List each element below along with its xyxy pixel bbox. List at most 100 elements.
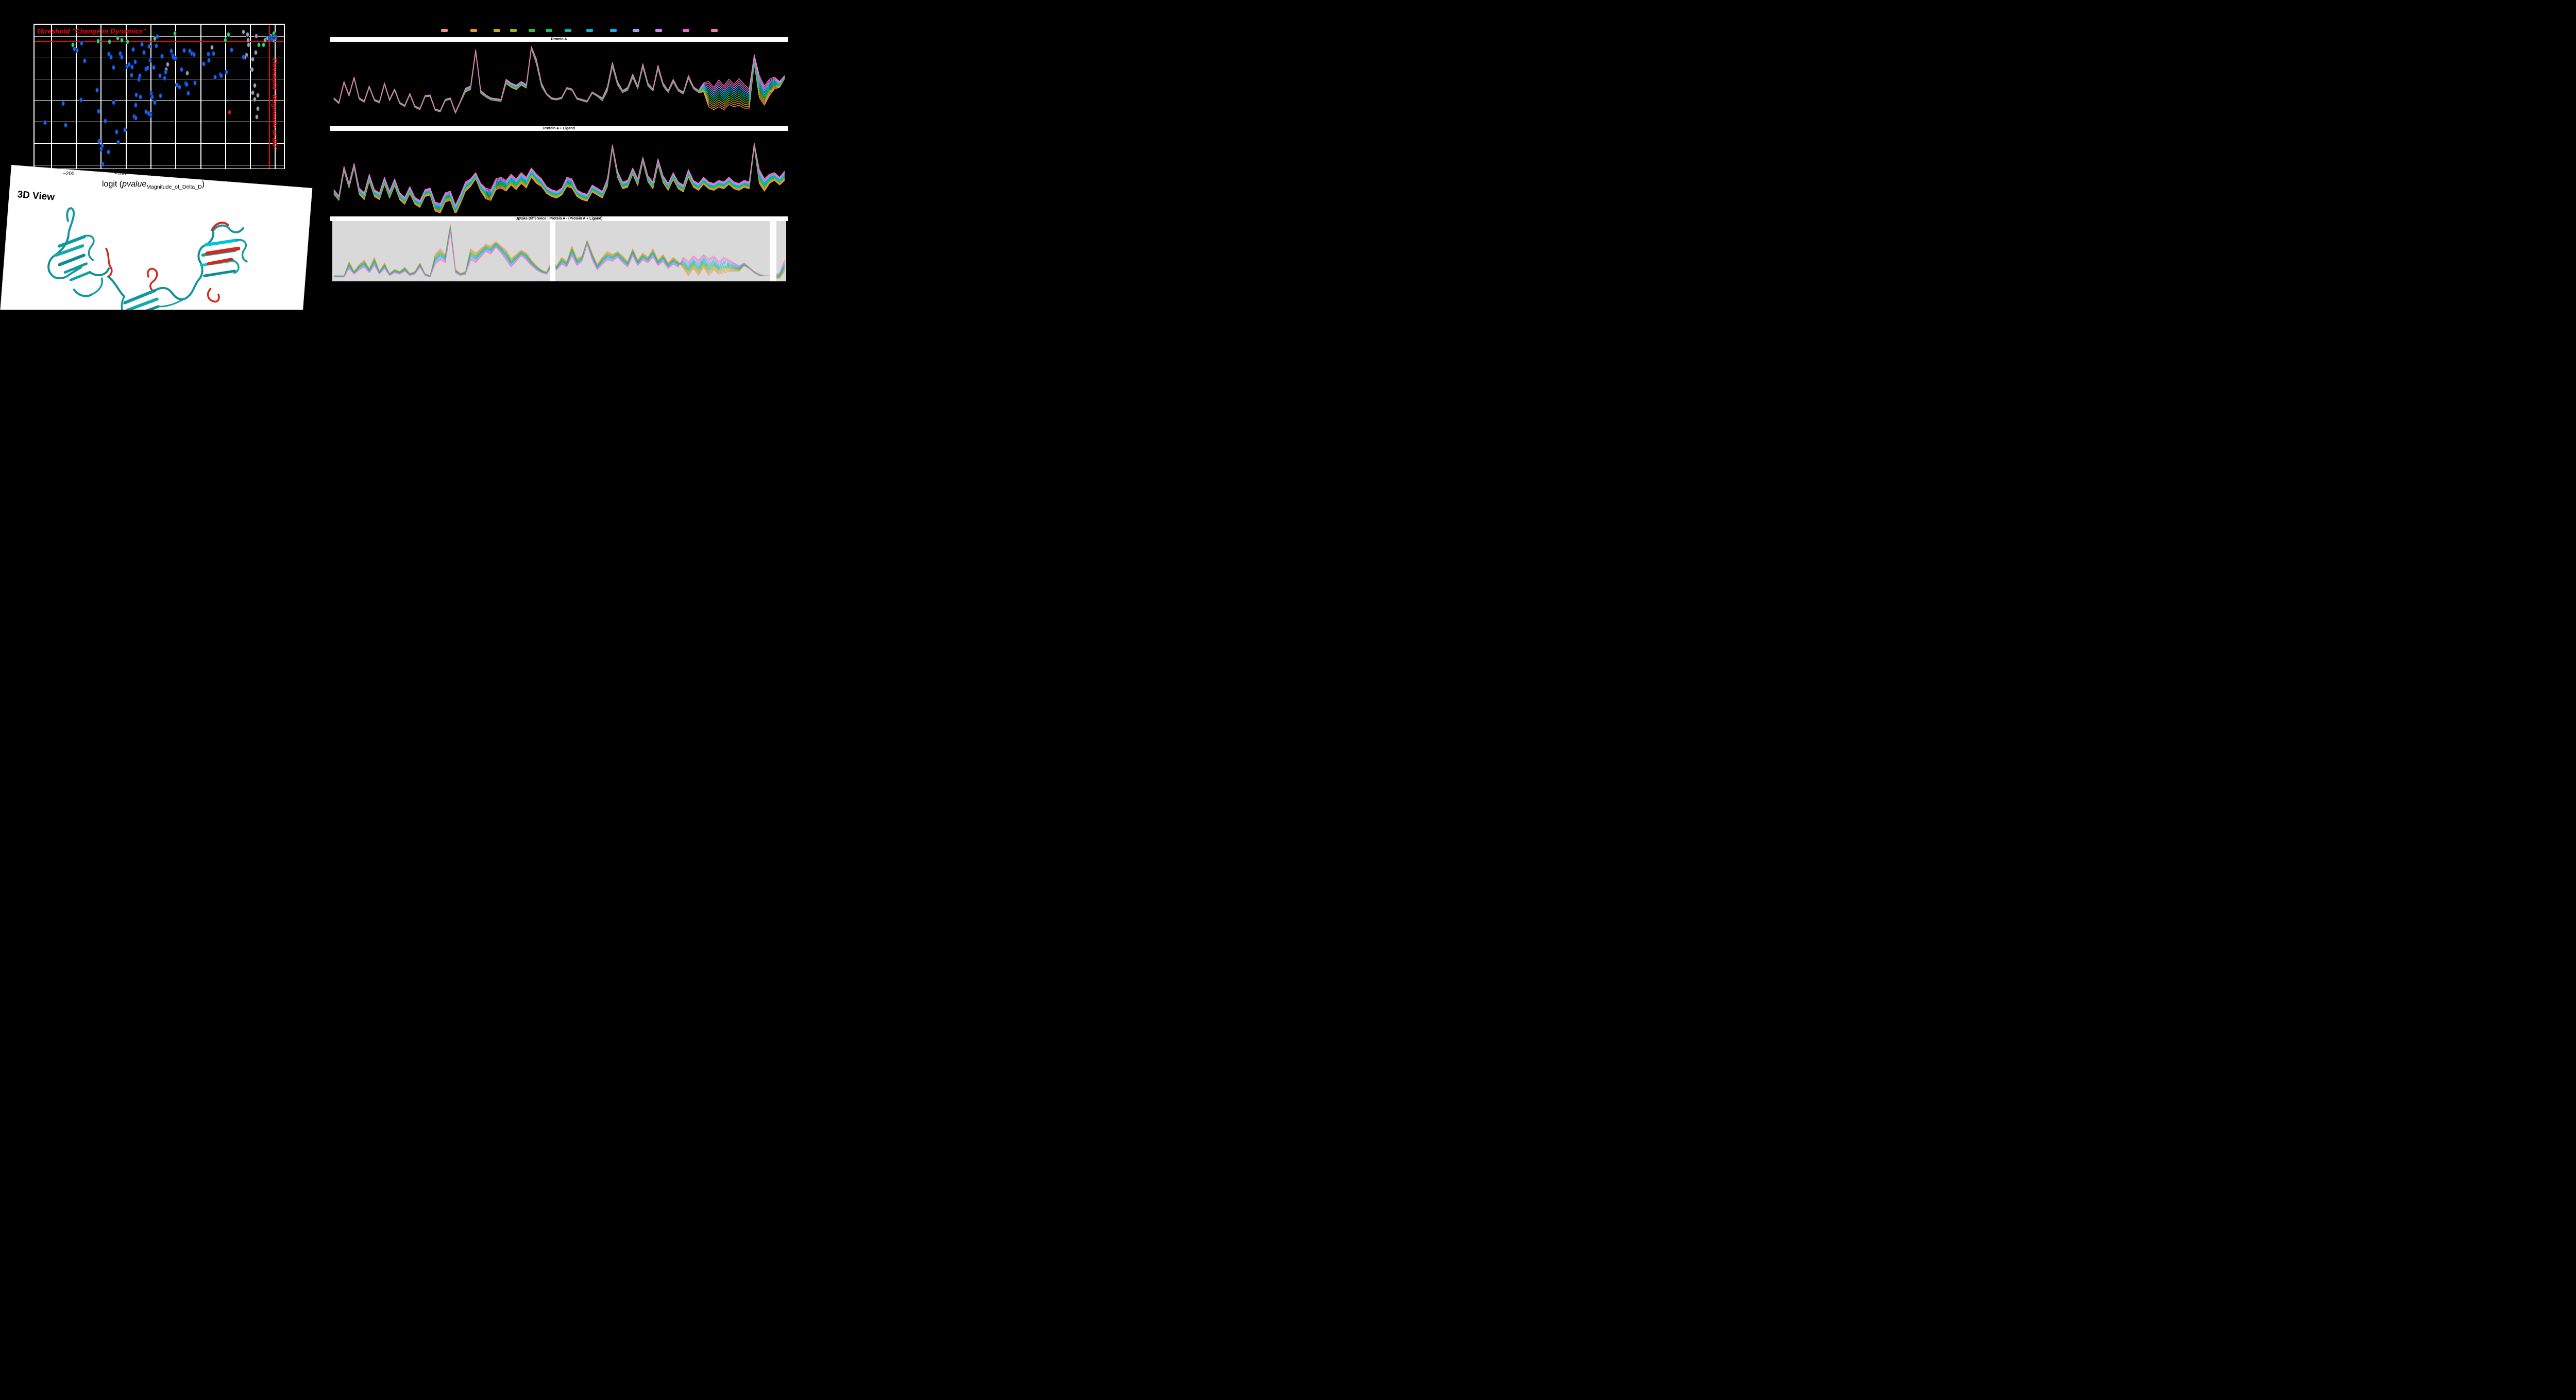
scatter-point <box>212 51 216 57</box>
scatter-point <box>158 93 162 99</box>
legend-swatch[interactable] <box>510 29 517 32</box>
scatter-point <box>162 76 166 81</box>
scatter-point <box>61 101 65 107</box>
scatter-point <box>257 42 261 47</box>
legend-swatch[interactable] <box>610 29 617 32</box>
scatter-point <box>111 100 115 106</box>
scatter-point <box>210 44 214 50</box>
chart-title-uptake-difference: Uptake Difference : Protein A - (Protein… <box>515 217 603 221</box>
scatter-point <box>63 123 67 128</box>
scatter-point <box>99 146 103 152</box>
scatter-point <box>188 48 192 54</box>
scatter-point <box>273 33 277 39</box>
gridline-horizontal <box>35 36 284 37</box>
threshold-dynamics-label: Threshold "Change in Dynamics" <box>37 27 146 35</box>
chart-title-bar-protein-a: Protein A <box>330 37 788 42</box>
scatter-point <box>213 75 217 80</box>
protein-ribbon <box>47 207 248 310</box>
x-tick-minus-200: −200 <box>63 171 75 177</box>
scatter-point <box>140 41 144 47</box>
scatter-point <box>138 73 142 78</box>
gridline-horizontal <box>35 143 284 144</box>
scatter-point <box>262 42 266 48</box>
chart-protein-a[interactable] <box>332 43 786 120</box>
scatter-point <box>253 96 257 102</box>
scatter-point <box>130 64 134 70</box>
scatter-point <box>108 39 112 44</box>
scatter-point <box>123 127 127 133</box>
scatter-point <box>227 32 231 38</box>
scatter-point <box>96 39 100 44</box>
gridline-vertical <box>175 25 176 168</box>
scatter-point <box>160 54 164 59</box>
legend-swatch[interactable] <box>586 29 593 32</box>
scatter-point <box>116 139 121 145</box>
chart-uptake-difference[interactable] <box>332 221 786 281</box>
legend-swatch[interactable] <box>683 29 689 32</box>
scatter-point <box>75 47 79 53</box>
scatter-point <box>106 149 110 155</box>
scatter-point <box>120 37 124 43</box>
scatter-point <box>148 58 152 63</box>
scatter-point <box>223 37 227 43</box>
scatter-point <box>133 59 137 64</box>
scatter-point <box>245 32 249 38</box>
scatter-point <box>43 120 47 126</box>
gridline-vertical <box>51 25 52 168</box>
gridline-vertical <box>225 25 226 168</box>
legend-swatch[interactable] <box>655 29 662 32</box>
scatter-point <box>116 36 120 41</box>
scatter-point <box>101 161 105 167</box>
legend-swatch[interactable] <box>529 29 535 32</box>
volcano-plot[interactable] <box>33 24 285 169</box>
gridline-vertical <box>100 25 101 168</box>
legend-swatch[interactable] <box>470 29 477 32</box>
scatter-point <box>146 65 150 71</box>
scatter-point <box>186 91 190 96</box>
legend-swatch[interactable] <box>711 29 718 32</box>
scatter-point <box>251 90 255 95</box>
chart-title-bar-protein-a-ligand: Protein A + Ligand <box>330 126 788 131</box>
scatter-point <box>254 33 258 39</box>
scatter-point <box>253 82 257 88</box>
scatter-point <box>104 118 108 124</box>
scatter-point <box>256 92 260 98</box>
scatter-point <box>256 106 260 111</box>
scatter-point <box>201 61 206 66</box>
threshold-magnitude-label: Threshold "Magnitude of ΔD" <box>271 58 278 150</box>
legend-swatch[interactable] <box>441 29 448 32</box>
scatter-point <box>173 31 177 37</box>
scatter-point <box>151 64 156 70</box>
legend-swatch[interactable] <box>494 29 500 32</box>
scatter-point <box>255 114 259 120</box>
scatter-point <box>153 99 157 105</box>
scatter-point <box>120 54 124 60</box>
chart-protein-a-ligand[interactable] <box>332 131 786 213</box>
chart-title-protein-a: Protein A <box>551 38 567 41</box>
gridline-vertical <box>275 25 276 168</box>
legend-swatch[interactable] <box>565 29 571 32</box>
legend-swatch[interactable] <box>633 29 639 32</box>
gridline-vertical <box>76 25 77 168</box>
scatter-point <box>184 82 189 88</box>
scatter-point <box>139 94 143 100</box>
scatter-point <box>230 47 234 53</box>
volcano-x-axis-title: logit (pvalueMagnitude_of_Delta_D) <box>102 180 205 190</box>
scatter-point <box>228 110 232 115</box>
scatter-point <box>224 70 228 75</box>
scatter-point <box>207 58 211 63</box>
scatter-point <box>134 115 138 121</box>
gridline-vertical <box>200 25 201 168</box>
3d-view-panel[interactable]: 3D View <box>0 165 313 310</box>
scatter-point <box>115 129 119 135</box>
scatter-point <box>164 70 168 75</box>
threshold-line-vertical <box>269 25 270 168</box>
legend-swatch[interactable] <box>546 29 552 32</box>
scatter-point <box>95 88 99 93</box>
scatter-point <box>185 71 189 76</box>
scatter-point <box>192 52 196 58</box>
scatter-point <box>155 33 159 39</box>
scatter-point <box>165 61 170 67</box>
scatter-point <box>133 102 138 108</box>
scatter-point <box>134 92 139 97</box>
